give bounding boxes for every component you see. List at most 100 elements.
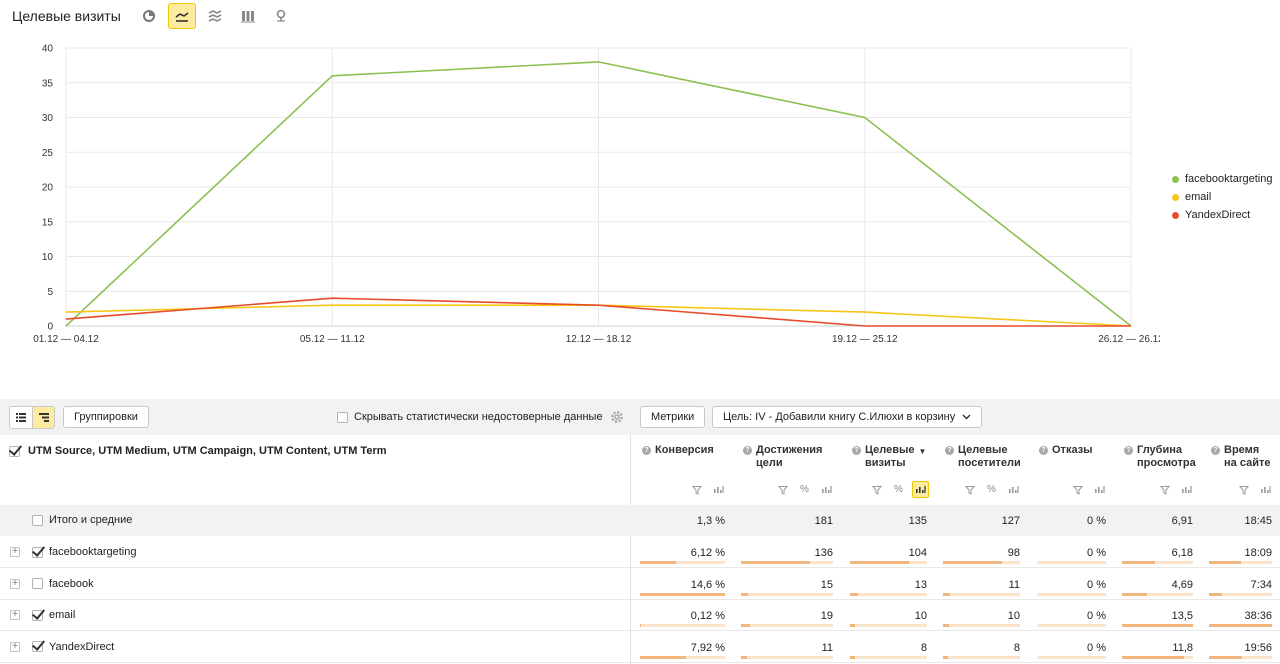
- table-row[interactable]: + facebooktargeting 6,12 % 136 104 98 0 % 6,18 1…: [0, 537, 1280, 568]
- filter-icon[interactable]: [774, 481, 791, 498]
- share-bar-fill: [1209, 655, 1242, 659]
- metric-value: 13: [914, 578, 927, 591]
- percent-icon[interactable]: %: [987, 484, 996, 495]
- filter-icon[interactable]: [688, 481, 705, 498]
- share-bar: [1037, 655, 1106, 659]
- filter-icon[interactable]: [868, 481, 885, 498]
- share-bar-fill: [1122, 592, 1147, 596]
- row-checkbox[interactable]: [32, 514, 43, 526]
- y-tick-label: 30: [42, 113, 54, 124]
- share-bar: [850, 561, 927, 564]
- share-bar-fill: [943, 561, 1003, 564]
- tree-view-button[interactable]: [32, 407, 54, 428]
- row-checkbox[interactable]: [32, 641, 43, 653]
- y-tick-label: 20: [42, 183, 54, 194]
- expand-icon[interactable]: +: [10, 547, 20, 557]
- filter-icon[interactable]: [1235, 481, 1252, 498]
- column-chart-icon[interactable]: [710, 481, 727, 498]
- row-checkbox[interactable]: [32, 609, 43, 621]
- map-view-button[interactable]: [267, 3, 295, 29]
- goal-select-value: Цель: IV - Добавили книгу С.Илюхи в корз…: [723, 411, 956, 423]
- table-row[interactable]: + email 0,12 % 19 10 10 0 % 13,5 38:36: [0, 600, 1280, 632]
- hide-unreliable-checkbox[interactable]: [337, 411, 348, 423]
- y-tick-label: 35: [42, 78, 54, 89]
- expand-icon[interactable]: +: [10, 641, 20, 652]
- legend-label: email: [1185, 191, 1212, 203]
- x-tick-label: 26.12 — 26.12: [1098, 334, 1160, 345]
- share-bar-fill: [943, 592, 950, 596]
- help-icon[interactable]: ?: [1124, 446, 1133, 455]
- metric-header[interactable]: ? Отказы: [1039, 435, 1108, 505]
- metric-header-tools: %: [956, 481, 1022, 498]
- line-chart-view-button[interactable]: [167, 3, 196, 29]
- goal-select[interactable]: Цель: IV - Добавили книгу С.Илюхи в корз…: [712, 406, 983, 428]
- share-bar: [640, 561, 725, 564]
- percent-icon[interactable]: %: [800, 484, 809, 495]
- help-icon[interactable]: ?: [945, 446, 954, 455]
- dimension-title[interactable]: UTM Source, UTM Medium, UTM Campaign, UT…: [9, 445, 387, 457]
- percent-icon[interactable]: %: [894, 484, 903, 495]
- share-bar-fill: [640, 592, 725, 596]
- column-chart-icon[interactable]: [1257, 481, 1274, 498]
- metric-header-line: Целевые: [865, 444, 915, 456]
- expand-icon[interactable]: +: [10, 610, 20, 621]
- row-checkbox[interactable]: [32, 578, 43, 590]
- help-icon[interactable]: ?: [642, 446, 651, 455]
- table-row[interactable]: + facebook 14,6 % 15 13 11 0 % 4,69 7:34: [0, 569, 1280, 600]
- metric-header[interactable]: ? Глубина просмотра: [1124, 435, 1196, 505]
- help-icon[interactable]: ?: [743, 446, 752, 455]
- area-chart-view-button[interactable]: [201, 3, 229, 29]
- metric-value: 98: [1007, 547, 1020, 559]
- legend-item[interactable]: YandexDirect: [1172, 206, 1272, 224]
- sort-desc-icon[interactable]: ▼: [918, 447, 927, 456]
- gear-icon[interactable]: [610, 410, 624, 424]
- metrics-button[interactable]: Метрики: [640, 406, 706, 428]
- column-chart-icon[interactable]: [1178, 481, 1195, 498]
- share-bar-fill: [1209, 592, 1223, 596]
- column-chart-icon[interactable]: [912, 481, 929, 498]
- metric-header[interactable]: ? Целевые посетители%: [945, 435, 1022, 505]
- list-view-button[interactable]: [10, 407, 32, 428]
- pie-chart-icon: [142, 10, 155, 22]
- metric-header[interactable]: ? Время на сайте: [1211, 435, 1274, 505]
- row-checkbox[interactable]: [32, 546, 43, 558]
- share-bar: [943, 655, 1020, 659]
- metric-value: 0 %: [1087, 547, 1106, 559]
- y-tick-label: 0: [47, 322, 53, 333]
- metric-header-label: ? Целевые визиты ▼: [852, 444, 926, 470]
- share-bar: [850, 624, 927, 628]
- column-chart-icon[interactable]: [1091, 481, 1108, 498]
- list-icon: [16, 413, 26, 422]
- share-bar: [640, 624, 725, 628]
- share-bar: [1209, 561, 1272, 564]
- metric-header-line: Глубина: [1137, 444, 1182, 456]
- filter-icon[interactable]: [961, 481, 978, 498]
- legend-item[interactable]: facebooktargeting: [1172, 170, 1272, 188]
- help-icon[interactable]: ?: [852, 446, 861, 455]
- hide-unreliable-toggle[interactable]: Скрывать статистически недостоверные дан…: [337, 410, 624, 424]
- groupings-button[interactable]: Группировки: [63, 406, 149, 428]
- legend-item[interactable]: email: [1172, 188, 1272, 206]
- bar-chart-view-button[interactable]: [234, 3, 262, 29]
- help-icon[interactable]: ?: [1039, 446, 1048, 455]
- share-bar: [943, 624, 1020, 628]
- filter-icon[interactable]: [1069, 481, 1086, 498]
- dimension-select-all-checkbox[interactable]: [9, 445, 20, 457]
- filter-icon[interactable]: [1156, 481, 1173, 498]
- metric-header[interactable]: ? Достижения цели%: [743, 435, 835, 505]
- metric-value: 0 %: [1087, 610, 1106, 623]
- metric-header-tools: [683, 481, 727, 498]
- help-icon[interactable]: ?: [1211, 446, 1220, 455]
- share-bar: [850, 655, 927, 659]
- table-row[interactable]: + YandexDirect 7,92 % 11 8 8 0 % 11,8 19:56: [0, 632, 1280, 663]
- column-chart-icon[interactable]: [1005, 481, 1022, 498]
- share-bar-fill: [943, 655, 948, 659]
- column-chart-icon[interactable]: [818, 481, 835, 498]
- pie-chart-view-button[interactable]: [135, 3, 163, 29]
- share-bar: [1037, 561, 1106, 564]
- metric-header[interactable]: ? Целевые визиты ▼%: [852, 435, 929, 505]
- metric-header[interactable]: ? Конверсия: [642, 435, 727, 505]
- metric-value: 7,92 %: [690, 641, 725, 654]
- expand-icon[interactable]: +: [10, 578, 20, 589]
- chart-header: Целевые визиты: [12, 2, 300, 30]
